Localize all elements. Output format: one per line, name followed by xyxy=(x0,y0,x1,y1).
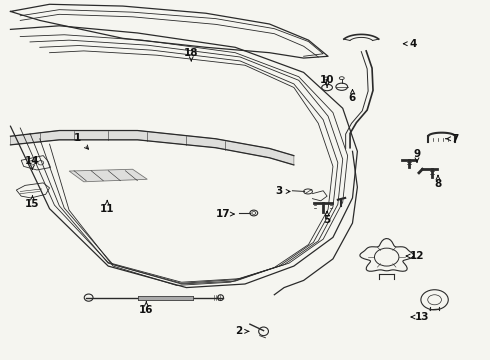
Polygon shape xyxy=(10,131,294,165)
Text: 2: 2 xyxy=(236,326,248,336)
Text: 1: 1 xyxy=(74,133,89,149)
Text: 18: 18 xyxy=(184,48,198,61)
Text: 3: 3 xyxy=(275,186,290,197)
Text: 13: 13 xyxy=(411,312,429,322)
Text: 5: 5 xyxy=(323,212,331,225)
Text: 15: 15 xyxy=(25,196,40,210)
Text: 9: 9 xyxy=(414,149,420,162)
Text: 6: 6 xyxy=(349,90,356,103)
Text: 17: 17 xyxy=(216,209,234,219)
Text: 12: 12 xyxy=(406,251,424,261)
Polygon shape xyxy=(69,169,147,182)
Text: 16: 16 xyxy=(139,302,153,315)
Text: 11: 11 xyxy=(100,201,115,214)
Text: 14: 14 xyxy=(25,156,40,169)
Text: 10: 10 xyxy=(320,75,334,87)
Text: 7: 7 xyxy=(446,134,459,144)
Text: 8: 8 xyxy=(434,175,441,189)
Text: 4: 4 xyxy=(403,39,417,49)
